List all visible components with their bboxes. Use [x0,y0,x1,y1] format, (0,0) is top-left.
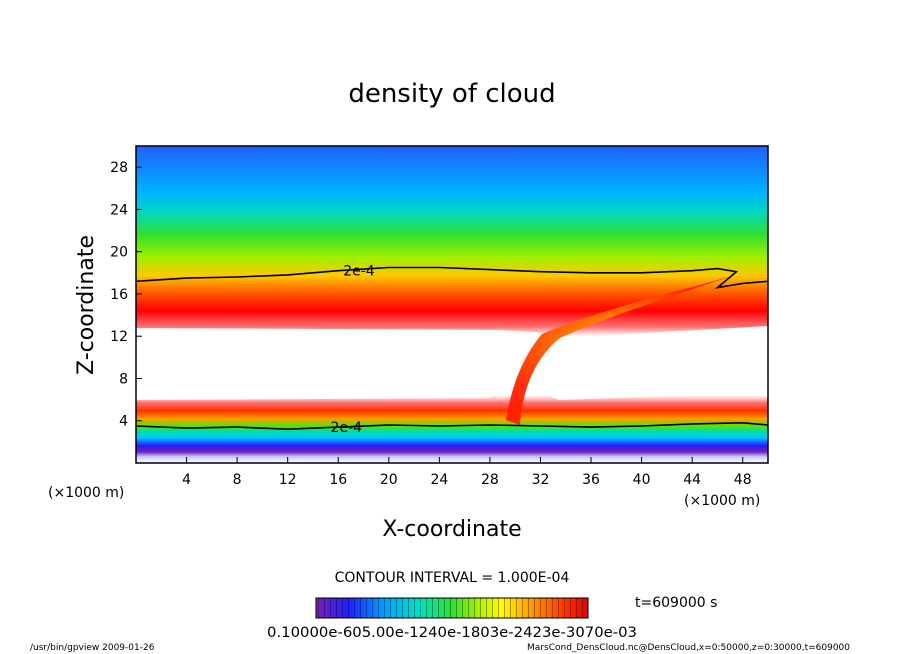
y-unit-label: (×1000 m) [48,485,124,501]
y-tick-label: 12 [110,329,128,345]
y-axis-label: Z-coordinate [74,235,99,375]
x-ticks: 4 8 12 16 20 24 28 32 36 40 44 48 [182,457,752,488]
colorbar-stripes [316,598,588,618]
x-tick-label: 48 [734,472,752,488]
x-unit-label: (×1000 m) [684,493,760,509]
chart-title: density of cloud [348,79,555,109]
x-tick-label: 20 [380,472,398,488]
x-tick-label: 32 [532,472,550,488]
time-label: t=609000 s [635,595,717,611]
x-tick-label: 16 [329,472,347,488]
y-tick-label: 24 [110,202,128,218]
x-tick-label: 44 [683,472,701,488]
footer-right: MarsCond_DensCloud.nc@DensCloud,x=0:5000… [527,643,850,653]
upper-contour [136,266,768,289]
cloud-free-region [136,328,545,400]
cloud-free-region-right [538,326,768,400]
x-tick-label: 8 [233,472,242,488]
contour-label-upper: 2e-4 [343,264,375,280]
x-tick-label: 36 [582,472,600,488]
x-tick-label: 40 [633,472,651,488]
y-tick-label: 28 [110,160,128,176]
plot-frame [135,145,769,464]
x-axis-label: X-coordinate [382,517,521,542]
plot-area: 2e-4 2e-4 [136,146,768,463]
density-field [136,146,768,463]
contour-label-lower: 2e-4 [331,420,363,436]
footer-left: /usr/bin/gpview 2009-01-26 [30,643,155,653]
x-tick-label: 12 [279,472,297,488]
y-tick-label: 16 [110,287,128,303]
y-ticks: 4 8 12 16 20 24 28 [110,160,142,430]
y-tick-label: 8 [119,371,128,387]
x-tick-label: 24 [430,472,448,488]
y-tick-label: 20 [110,245,128,261]
x-tick-label: 28 [481,472,499,488]
contour-interval: CONTOUR INTERVAL = 1.000E-04 [335,570,570,586]
y-tick-label: 4 [119,414,128,430]
x-tick-label: 4 [182,472,191,488]
lower-contour [136,421,768,431]
colorbar-tick-labels: 0.10000e-605.00e-1240e-1803e-2423e-3070e… [267,625,637,641]
